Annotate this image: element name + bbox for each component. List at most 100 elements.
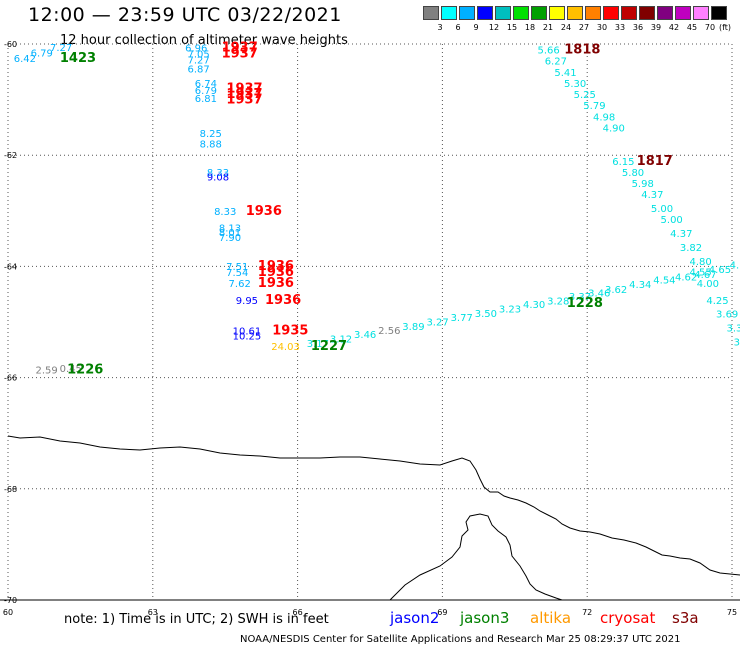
wave-height-label: 3.23 — [499, 305, 521, 316]
wave-height-label: 5.25 — [574, 90, 596, 101]
pass-time-label: 1937 — [226, 81, 262, 96]
wave-height-label: 0.45 — [60, 364, 82, 375]
wave-height-label: 3 — [734, 337, 740, 348]
colorbar-swatch — [711, 6, 727, 20]
wave-height-label: 6.79 — [195, 86, 217, 97]
legend-cryosat: cryosat — [600, 609, 656, 627]
wave-height-label: 7.51 — [226, 262, 248, 273]
wave-height-label: 4.30 — [523, 300, 545, 311]
coastline — [7, 435, 740, 576]
wave-height-label: 8.88 — [200, 140, 222, 151]
wave-height-label: 3.50 — [475, 309, 497, 320]
wave-height-label: 6.15 — [612, 157, 634, 168]
wave-height-label: 4.98 — [593, 112, 615, 123]
colorbar-swatch — [423, 6, 439, 20]
colorbar-swatch — [567, 6, 583, 20]
lat-tick-label: -62 — [4, 151, 17, 160]
colorbar-tick-label: 24 — [560, 23, 572, 32]
colorbar-swatch — [603, 6, 619, 20]
wave-height-labels: 7.276.796.42 14236.967.057.276.8719371937… — [14, 40, 740, 377]
colorbar-tick-label: 70 — [704, 23, 716, 32]
pass-time-label: 1936 — [258, 259, 294, 274]
lat-lon-grid — [7, 43, 733, 600]
pass-time-label: 1227 — [311, 339, 347, 354]
pass-time-label: 1936 — [258, 276, 294, 291]
wave-height-label: 4.25 — [706, 296, 728, 307]
lon-tick-label: 75 — [727, 608, 737, 617]
wave-height-label: 8.33 — [214, 207, 236, 218]
credit-line: NOAA/NESDIS Center for Satellite Applica… — [240, 634, 681, 645]
lat-tick-label: -66 — [4, 374, 17, 383]
wave-height-label: 9.95 — [236, 296, 258, 307]
wave-height-label: 4.37 — [641, 190, 663, 201]
wave-height-label: 5.80 — [622, 168, 644, 179]
wave-height-label: 8.13 — [219, 223, 241, 234]
wave-height-label: 5.30 — [564, 79, 586, 90]
wave-height-label: 7.27 — [50, 43, 72, 54]
map-subtitle: 12 hour collection of altimeter wave hei… — [60, 33, 348, 48]
wave-height-label: 8.01 — [219, 228, 241, 239]
colorbar-tick-label: 3 — [437, 23, 443, 32]
colorbar-swatch — [495, 6, 511, 20]
legend-altika: altika — [530, 609, 572, 627]
colorbar-tick-label: 39 — [650, 23, 662, 32]
lon-tick-label: 60 — [3, 608, 13, 617]
wave-height-label: 7.05 — [188, 49, 210, 60]
wave-height-label: 8.25 — [200, 129, 222, 140]
wave-height-label: 4.90 — [603, 123, 625, 134]
colorbar-swatch — [693, 6, 709, 20]
pass-time-label: 1937 — [226, 87, 262, 102]
pass-time-label: 1937 — [222, 40, 258, 55]
wave-height-label: 3.3 — [726, 324, 740, 335]
wave-height-label: 4.34 — [629, 280, 651, 291]
wave-height-label: 4.37 — [670, 229, 692, 240]
wave-height-label: 6.96 — [185, 43, 207, 54]
colorbar-swatch — [549, 6, 565, 20]
wave-height-label: 4.80 — [689, 257, 711, 268]
wave-height-label: 7.27 — [188, 56, 210, 67]
wave-height-label: 6.87 — [188, 64, 210, 75]
wave-height-label: 2.59 — [35, 365, 57, 376]
wave-height-label: 24.03 — [271, 342, 300, 353]
map-axes: 60 63 66 69 72 75-60-62-64-66-68-70 — [0, 40, 740, 617]
colorbar-tick-label: 18 — [524, 23, 536, 32]
pass-time-label: 1937 — [226, 93, 262, 108]
wave-height-label: 3.77 — [451, 313, 473, 324]
lon-tick-label: 72 — [582, 608, 592, 617]
wave-height-label: 6.42 — [14, 54, 36, 65]
colorbar-tick-label: 27 — [578, 23, 590, 32]
colorbar-tick-label: 21 — [542, 23, 554, 32]
pass-time-label: 1226 — [67, 362, 103, 377]
wave-height-label: 3.69 — [716, 310, 738, 321]
pass-time-label: 1937 — [222, 46, 258, 61]
colorbar-swatch — [459, 6, 475, 20]
wave-height-label: 3.27 — [426, 317, 448, 328]
colorbar-tick-label: 42 — [668, 23, 680, 32]
wave-height-label: 7.62 — [229, 279, 251, 290]
colorbar-swatch — [531, 6, 547, 20]
wave-height-label: 6.74 — [195, 79, 217, 90]
lat-tick-label: -60 — [4, 40, 17, 49]
pass-time-label: 1936 — [246, 204, 282, 219]
wave-height-label: 5.66 — [537, 46, 559, 57]
colorbar-swatch — [477, 6, 493, 20]
colorbar-tick-label: 9 — [473, 23, 479, 32]
colorbar-tick-label: 6 — [455, 23, 461, 32]
wave-height-label: 7.90 — [219, 233, 241, 244]
pass-time-label: 1936 — [265, 293, 301, 308]
colorbar-tick-label: 33 — [614, 23, 626, 32]
wave-height-label: 5.00 — [661, 215, 683, 226]
wave-height-label: 10.61 — [233, 326, 262, 337]
wave-height-label: 6.81 — [195, 94, 217, 105]
legend-jason3: jason3 — [460, 609, 510, 627]
wave-height-label: 3.89 — [402, 322, 424, 333]
wave-height-label: 4.54 — [653, 276, 675, 287]
colorbar-swatch — [639, 6, 655, 20]
wave-height-label: 6.27 — [545, 57, 567, 68]
pass-time-label: 1817 — [637, 154, 673, 169]
colorbar-swatch — [513, 6, 529, 20]
wave-height-label: 4.00 — [697, 279, 719, 290]
wave-height-label: 5.41 — [554, 68, 576, 79]
colorbar-tick-label: 45 — [686, 23, 698, 32]
wave-height-label: 7.54 — [226, 268, 248, 279]
